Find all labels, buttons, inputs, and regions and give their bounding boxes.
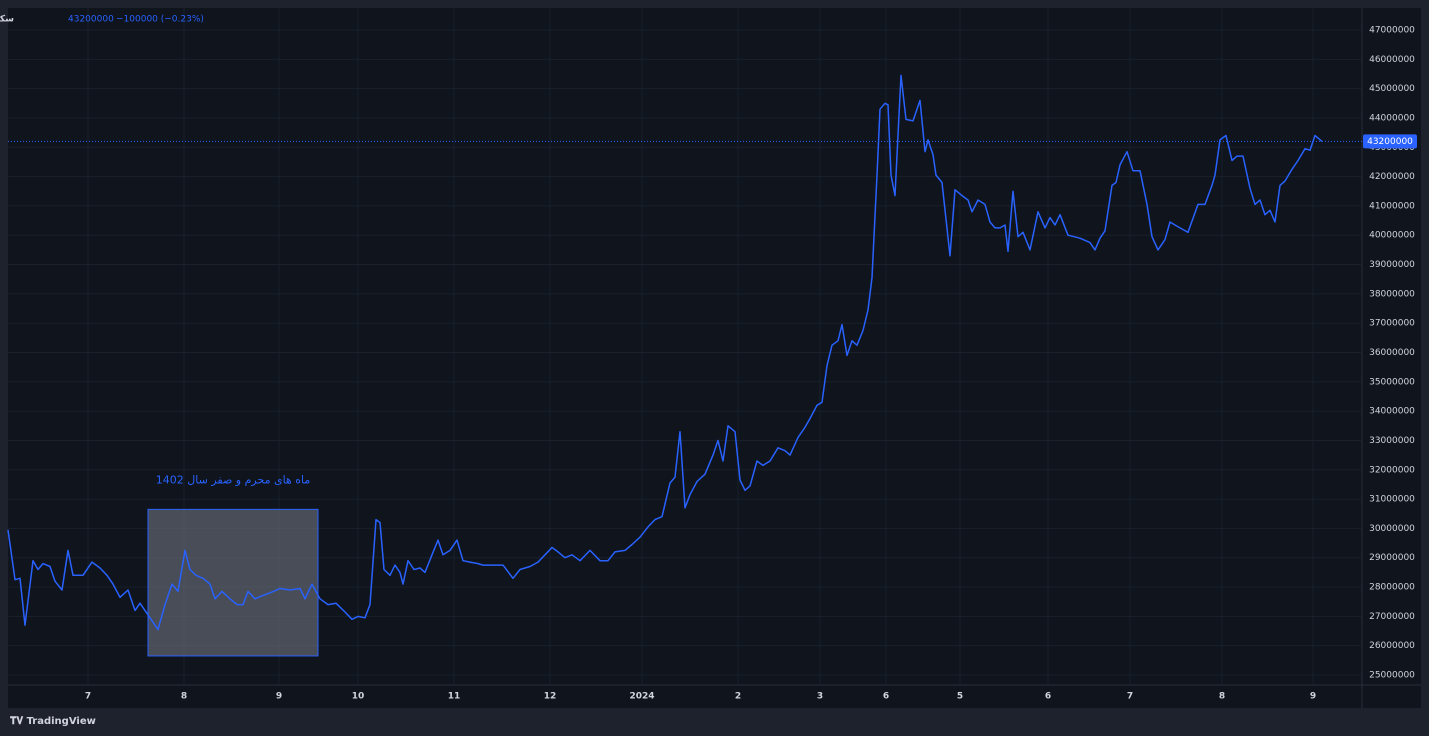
y-tick-label: 45000000	[1369, 84, 1415, 94]
x-tick-label: 3	[817, 692, 823, 702]
x-tick-label: 7	[1127, 692, 1133, 702]
y-tick-label: 35000000	[1369, 377, 1415, 387]
x-tick-label: 12	[544, 692, 557, 702]
x-tick-label: 8	[1219, 692, 1225, 702]
y-tick-label: 42000000	[1369, 172, 1415, 182]
y-tick-label: 40000000	[1369, 231, 1415, 241]
y-tick-label: 46000000	[1369, 55, 1415, 65]
brand: 𝐓𝐕 TradingView	[10, 715, 96, 727]
y-tick-label: 37000000	[1369, 319, 1415, 329]
y-tick-label: 36000000	[1369, 348, 1415, 358]
x-tick-label: 7	[85, 692, 91, 702]
x-tick-label: 10	[352, 692, 365, 702]
last-value: 43200000	[68, 15, 114, 25]
symbol-title: سکه نقدی 1D	[0, 15, 14, 25]
y-tick-label: 30000000	[1369, 524, 1415, 534]
y-tick-label: 41000000	[1369, 201, 1415, 211]
y-tick-label: 38000000	[1369, 289, 1415, 299]
x-tick-label: 6	[1045, 692, 1051, 702]
highlight-box	[147, 508, 319, 657]
annotation-text: ماه های محرم و صفر سال 1402	[156, 473, 311, 486]
y-tick-label: 26000000	[1369, 641, 1415, 651]
y-tick-label: 31000000	[1369, 495, 1415, 505]
x-tick-label: 8	[181, 692, 187, 702]
last-price-tag	[1363, 134, 1417, 149]
x-tick-label: 9	[276, 692, 282, 702]
x-tick-label: 2024	[629, 692, 654, 702]
marks	[7, 74, 1362, 657]
x-tick-label: 9	[1310, 692, 1316, 702]
last-price-label: 43200000	[1367, 137, 1413, 147]
y-tick-label: 34000000	[1369, 407, 1415, 417]
change: −100000 (−0.23%)	[116, 15, 204, 25]
y-tick-label: 47000000	[1369, 26, 1415, 36]
x-tick-label: 2	[735, 692, 741, 702]
y-tick-label: 33000000	[1369, 436, 1415, 446]
y-tick-label: 28000000	[1369, 583, 1415, 593]
x-tick-label: 6	[883, 692, 889, 702]
y-tick-label: 27000000	[1369, 612, 1415, 622]
y-tick-label: 29000000	[1369, 553, 1415, 563]
price-line-series	[7, 74, 1323, 631]
y-tick-label: 32000000	[1369, 465, 1415, 475]
x-tick-label: 11	[448, 692, 461, 702]
x-tick-label: 5	[957, 692, 963, 702]
y-tick-label: 39000000	[1369, 260, 1415, 270]
y-tick-label: 25000000	[1369, 671, 1415, 681]
y-tick-label: 44000000	[1369, 113, 1415, 123]
brand-name: TradingView	[27, 716, 96, 727]
